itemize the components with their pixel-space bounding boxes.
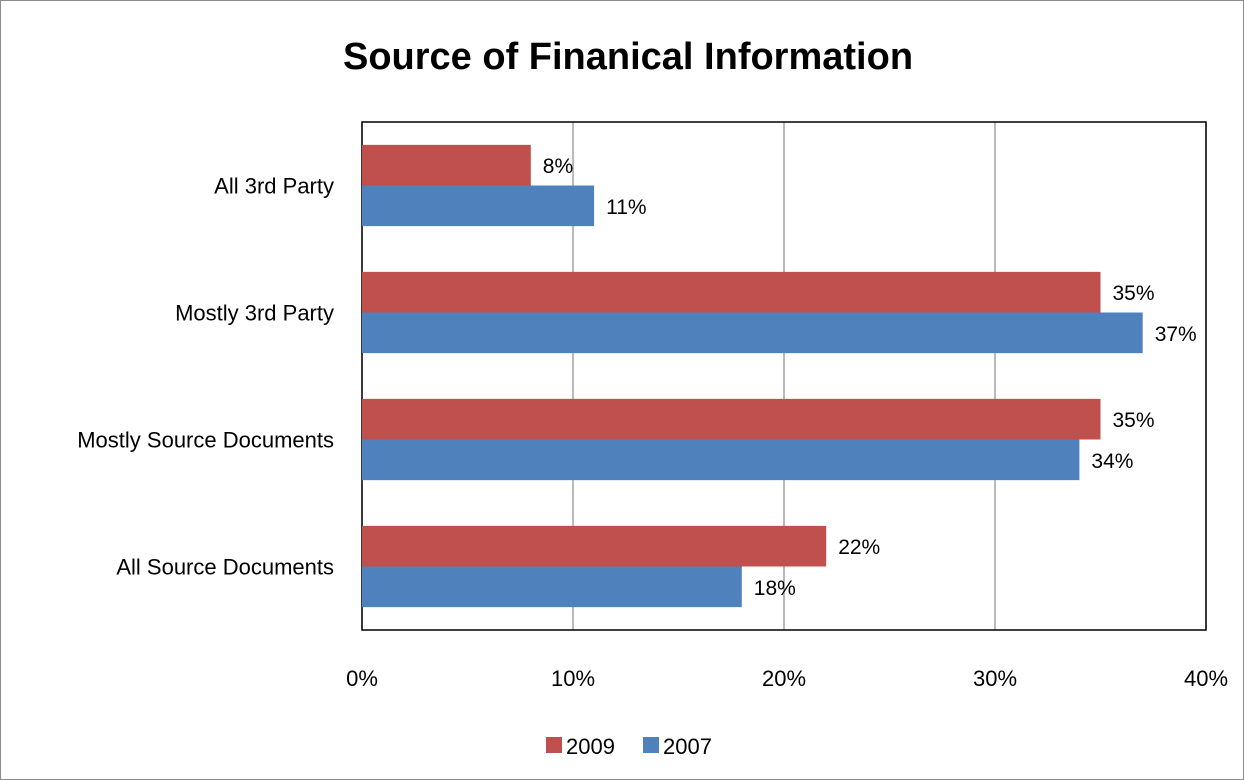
data-label: 8% xyxy=(543,155,573,178)
bar-2009 xyxy=(362,398,1101,440)
x-tick-label: 20% xyxy=(762,666,806,691)
legend-label: 2007 xyxy=(663,734,712,759)
legend-label: 2009 xyxy=(566,734,615,759)
data-label: 37% xyxy=(1155,323,1197,346)
bars xyxy=(362,144,1143,608)
data-label: 35% xyxy=(1113,282,1155,305)
legend: 2009 2007 xyxy=(546,734,712,759)
data-label: 22% xyxy=(838,536,880,559)
x-axis-ticks: 0% 10% 20% 30% 40% xyxy=(346,666,1228,691)
x-tick-label: 30% xyxy=(973,666,1017,691)
data-label: 11% xyxy=(606,196,646,219)
category-labels: All 3rd Party Mostly 3rd Party Mostly Sour… xyxy=(77,174,334,580)
legend-swatch-2009 xyxy=(546,737,562,753)
data-label: 35% xyxy=(1113,409,1155,432)
bar-2007 xyxy=(362,439,1080,481)
bar-2009 xyxy=(362,525,827,567)
bar-2007 xyxy=(362,566,742,608)
category-label: Mostly Source Documents xyxy=(77,428,334,453)
plot-area-border xyxy=(361,121,1207,631)
category-label: All Source Documents xyxy=(116,555,334,580)
legend-swatch-2007 xyxy=(643,737,659,753)
bar-2007 xyxy=(362,312,1143,354)
bar-2009 xyxy=(362,271,1101,313)
bar-2007 xyxy=(362,185,595,227)
data-labels: 8%11%35%37%35%34%22%18% xyxy=(543,155,1197,600)
x-tick-label: 10% xyxy=(551,666,595,691)
category-label: All 3rd Party xyxy=(214,174,334,199)
category-label: Mostly 3rd Party xyxy=(175,301,334,326)
x-tick-label: 40% xyxy=(1184,666,1228,691)
data-label: 34% xyxy=(1091,450,1133,473)
data-label: 18% xyxy=(754,577,796,600)
chart-title: Source of Finanical Information xyxy=(342,36,914,78)
x-tick-label: 0% xyxy=(346,666,378,691)
bar-2009 xyxy=(362,144,531,186)
